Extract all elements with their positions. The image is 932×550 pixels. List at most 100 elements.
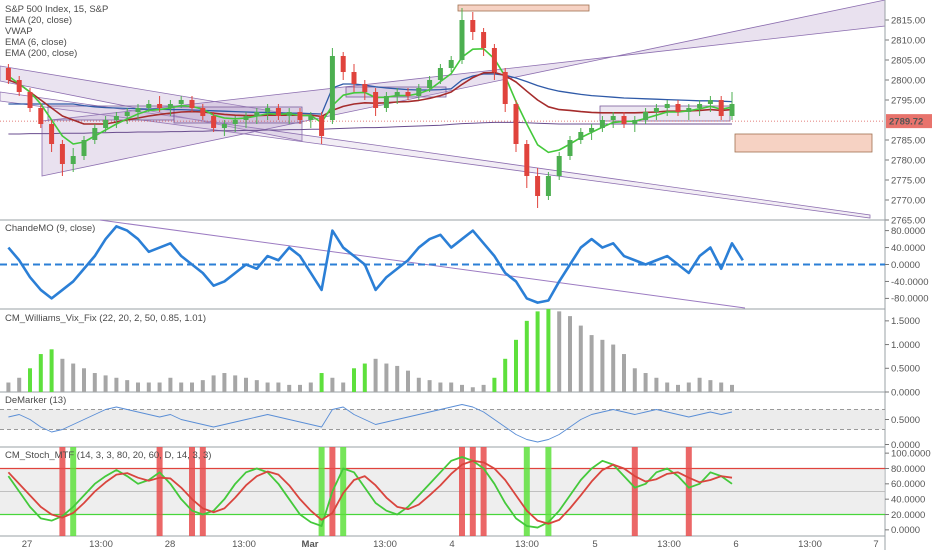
candle-body[interactable] (92, 128, 98, 140)
candle-body[interactable] (189, 100, 195, 108)
candle-body[interactable] (459, 20, 465, 60)
candle-body[interactable] (340, 56, 346, 72)
candle-body[interactable] (146, 104, 152, 108)
candle-body[interactable] (167, 104, 173, 108)
axis-tick-label: 0.0000 (891, 525, 920, 536)
axis-tick-label: 1.0000 (891, 340, 920, 351)
candle-body[interactable] (448, 60, 454, 68)
candle-body[interactable] (232, 120, 238, 124)
candle-body[interactable] (589, 128, 595, 132)
candle-body[interactable] (81, 140, 87, 156)
candle-body[interactable] (513, 104, 519, 144)
candle-body[interactable] (567, 140, 573, 156)
candle-body[interactable] (70, 156, 76, 164)
candle-body[interactable] (211, 116, 217, 128)
candle-body[interactable] (297, 112, 303, 120)
candle-body[interactable] (653, 108, 659, 112)
candle-body[interactable] (686, 108, 692, 112)
price-pane[interactable]: 2815.00 2810.00 2805.00 2800.00 2795.00 2785.… (0, 0, 932, 226)
candle-body[interactable] (437, 68, 443, 80)
stoch-pane[interactable]: 100.0000 80.0000 60.0000 40.0000 20.0000 0.00… (0, 447, 931, 536)
candle-body[interactable] (394, 92, 400, 96)
candle-body[interactable] (545, 176, 551, 196)
candle-body[interactable] (351, 72, 357, 84)
chande-axis[interactable]: 80.0000 40.0000 0.0000 -40.0000 -80.0000 (885, 226, 929, 305)
candle-body[interactable] (135, 108, 141, 112)
vixfix-bar (557, 311, 562, 392)
candle-body[interactable] (275, 108, 281, 116)
candle-body[interactable] (5, 68, 11, 80)
candle-body[interactable] (621, 116, 627, 124)
candle-body[interactable] (59, 144, 65, 164)
time-tick-label: 13:00 (657, 539, 681, 550)
candle-body[interactable] (319, 116, 325, 136)
candle-body[interactable] (535, 176, 541, 196)
candle-body[interactable] (610, 116, 616, 120)
candle-body[interactable] (556, 156, 562, 176)
candle-body[interactable] (124, 112, 130, 116)
candle-body[interactable] (524, 144, 530, 176)
vixfix-bar (730, 384, 734, 392)
demarker-axis[interactable]: 0.5000 0.0000 (885, 415, 920, 451)
price-axis[interactable]: 2815.00 2810.00 2805.00 2800.00 2795.00 2785.… (885, 15, 932, 226)
candle-body[interactable] (308, 116, 314, 120)
vixfix-bar (265, 382, 270, 392)
candle-body[interactable] (329, 56, 335, 120)
vixfix-pane[interactable]: 1.5000 1.0000 0.5000 0.0000 CM_Williams_Vix… (5, 309, 920, 398)
vixfix-bar (654, 377, 659, 392)
sell-signal-bar (59, 447, 66, 536)
vwap-line (8, 73, 733, 115)
candle-body[interactable] (675, 104, 681, 112)
candle-body[interactable] (27, 92, 33, 108)
candle-body[interactable] (729, 104, 735, 116)
candle-body[interactable] (664, 104, 670, 108)
candles[interactable] (5, 8, 735, 208)
drawings[interactable] (0, 0, 886, 219)
candle-body[interactable] (103, 120, 109, 128)
candle-body[interactable] (470, 20, 476, 32)
candle-body[interactable] (16, 80, 22, 92)
descending-channel-upper[interactable] (0, 65, 303, 142)
candle-body[interactable] (243, 116, 249, 120)
target-box[interactable] (457, 4, 590, 12)
candle-body[interactable] (265, 108, 271, 112)
buy-signal-bar (340, 447, 347, 536)
candle-body[interactable] (157, 104, 163, 108)
candle-body[interactable] (178, 100, 184, 104)
target-box[interactable] (734, 133, 873, 153)
candle-body[interactable] (113, 116, 119, 120)
candle-body[interactable] (221, 124, 227, 128)
candle-body[interactable] (707, 100, 713, 104)
candle-body[interactable] (427, 80, 433, 88)
candle-body[interactable] (578, 132, 584, 140)
time-axis[interactable]: 27 13:00 28 13:00 Mar 13:00 4 13:00 5 13:00 6 13:00… (22, 539, 879, 550)
candle-body[interactable] (697, 104, 703, 108)
vixfix-bar (168, 377, 173, 392)
candle-body[interactable] (718, 100, 724, 116)
candle-body[interactable] (373, 92, 379, 108)
stoch-axis[interactable]: 100.0000 80.0000 60.0000 40.0000 20.0000 0.00… (885, 448, 931, 536)
candle-body[interactable] (286, 112, 292, 116)
demarker-bands (0, 409, 885, 430)
vixfix-axis[interactable]: 1.5000 1.0000 0.5000 0.0000 (885, 316, 920, 398)
candle-body[interactable] (405, 92, 411, 96)
candle-body[interactable] (502, 72, 508, 104)
candle-body[interactable] (49, 124, 55, 144)
chande-pane[interactable]: 80.0000 40.0000 0.0000 -40.0000 -80.0000 Cha… (0, 219, 929, 309)
candle-body[interactable] (362, 84, 368, 92)
descending-channel-lower[interactable] (0, 91, 871, 219)
candle-body[interactable] (38, 108, 44, 124)
candle-body[interactable] (383, 96, 389, 108)
candle-body[interactable] (481, 32, 487, 48)
vixfix-bar (233, 375, 238, 392)
candle-body[interactable] (599, 120, 605, 128)
candle-body[interactable] (632, 120, 638, 124)
candle-body[interactable] (491, 48, 497, 72)
candle-body[interactable] (200, 108, 206, 116)
demarker-pane[interactable]: 0.5000 0.0000 DeMarker (13) (0, 395, 920, 451)
stoch-k-line (7, 456, 733, 529)
candle-body[interactable] (643, 112, 649, 120)
candle-body[interactable] (416, 88, 422, 96)
candle-body[interactable] (254, 112, 260, 116)
